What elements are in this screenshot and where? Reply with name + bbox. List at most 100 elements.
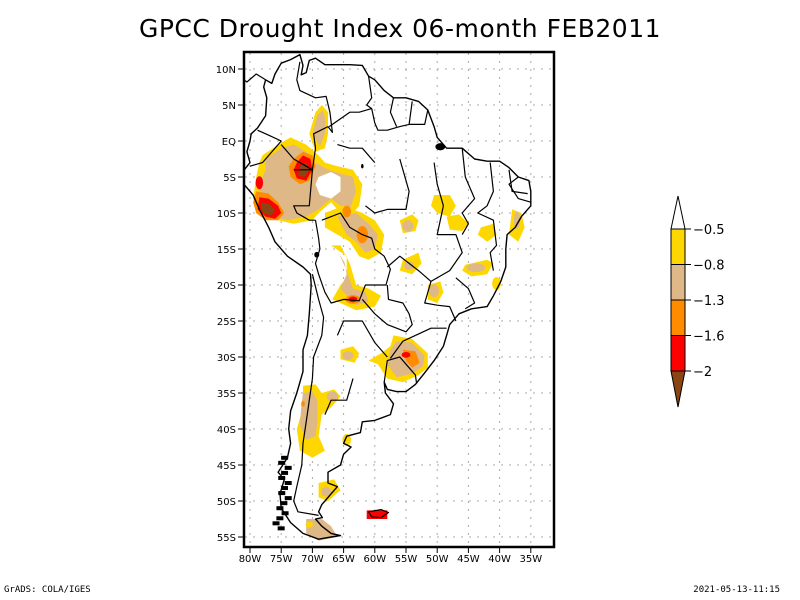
legend-arrow-top [670,195,686,230]
legend-label: −1.3 [693,294,725,309]
legend-label: −1.6 [693,330,725,345]
state-border [477,162,498,271]
lon-tick-label: 65W [332,554,355,565]
lat-tick-label: 45S [217,461,236,472]
coastline [245,73,266,83]
grid-lines [245,53,554,546]
legend-swatch [670,299,686,336]
drought-area-severe [321,486,332,497]
lon-tick-label: 35W [519,554,542,565]
legend-swatch [670,228,686,265]
lat-tick-label: 30S [217,353,236,364]
drought-area-moderate [305,521,314,528]
fjord-islands [284,481,292,485]
legend-label: −0.8 [693,259,725,274]
border-bolivia [314,212,391,304]
drought-area-severe [338,252,369,306]
fjord-islands [272,521,280,526]
border-colombia-venezuela [293,61,333,171]
fjord-islands [284,496,292,501]
border-guianas [366,76,429,131]
border-uruguay [383,356,418,384]
drought-area-extreme [301,400,305,407]
drought-area-severe [342,351,354,360]
border-chile-argentina [293,274,325,516]
map-title: GPCC Drought Index 06-month FEB2011 [138,14,662,43]
state-border [461,148,476,235]
border-guianas [389,97,398,127]
drought-shading [253,66,525,541]
fjord-islands [278,475,286,480]
drought-area-exceptional [260,202,275,216]
legend-swatch [670,264,686,301]
legend-arrow-bottom [670,370,686,408]
lon-tick-label: 50W [426,554,449,565]
fjord-islands [278,491,286,496]
fjord-islands [281,511,289,516]
state-border [424,281,457,322]
lon-tick-label: 55W [395,554,418,565]
drought-area-very-extreme [255,176,264,190]
state-border [365,158,410,214]
drought-area-severe [306,519,338,541]
drought-area-severe [513,211,521,229]
no-drought-area [315,172,341,199]
timestamp: 2021-05-13-11:15 [693,585,780,595]
lat-tick-label: 35S [217,389,236,400]
state-border [337,144,376,163]
fjord-islands [280,501,288,506]
drought-area-severe [326,391,338,402]
legend-label: −2 [693,365,712,380]
river-mark [361,164,364,169]
border-peru-brazil [280,144,316,221]
fjord-islands [277,526,285,531]
border-guianas [408,101,413,125]
state-border [508,176,531,203]
lat-tick-label: 20S [217,281,236,292]
drought-area-severe [259,144,357,221]
lon-tick-label: 45W [457,554,480,565]
coastlines-borders [245,53,532,540]
lat-tick-label: 25S [217,317,236,328]
fjord-islands [281,470,289,475]
drought-area-extreme [342,205,352,218]
fjord-islands [278,460,286,465]
legend-label: −0.5 [693,223,725,238]
border-venezuela-brazil [328,108,372,128]
state-border [508,169,528,195]
border-argentina-brazil [389,334,416,359]
map-frame [242,50,556,549]
marajo-island [435,143,446,151]
drought-area-moderate [446,214,469,231]
lat-tick-label: 10N [216,65,236,76]
lat-tick-label: 40S [217,425,236,436]
border-paraguay [361,284,413,333]
drought-area-severe [312,110,326,147]
state-border [415,327,447,336]
drought-area-severe [429,284,440,298]
coastline [245,53,532,540]
state-border [455,277,476,310]
lon-tick-label: 70W [301,554,324,565]
fjord-islands [276,506,284,511]
lon-tick-label: 80W [239,554,262,565]
falkland-islands [368,509,390,519]
drought-area-severe [402,220,414,232]
fjord-islands [276,516,284,521]
lat-tick-label: EQ [222,137,236,148]
border-ecuador [249,129,282,167]
lat-tick-label: 50S [217,497,236,508]
lon-tick-label: 40W [488,554,511,565]
drought-area-very-extreme [401,351,411,358]
lat-tick-label: 5S [223,173,236,184]
color-legend: −0.5 −0.8 −1.3 −1.6 −2 [670,195,725,408]
drought-area-severe [404,261,415,270]
drought-area-moderate [331,245,381,311]
lat-tick-label: 5N [222,101,236,112]
lat-tick-label: 55S [217,533,236,544]
lon-tick-label: 75W [270,554,293,565]
fjord-islands [284,465,292,470]
lat-tick-label: 10S [217,209,236,220]
grads-credit: GrADS: COLA/IGES [4,585,91,595]
